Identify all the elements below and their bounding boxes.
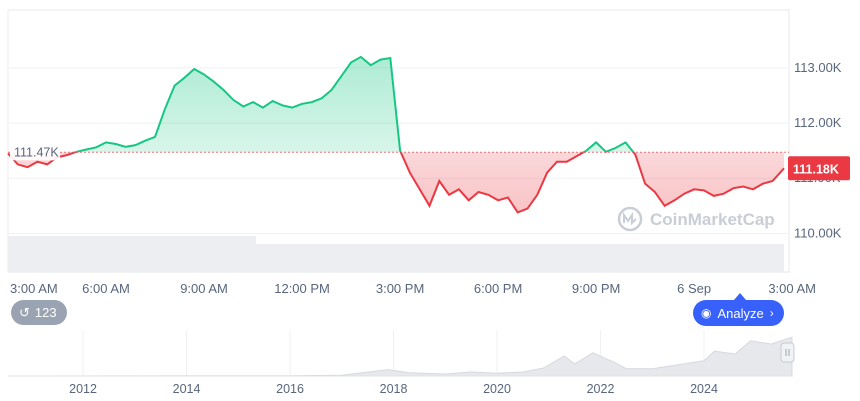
area-below-baseline bbox=[8, 152, 784, 213]
x-tick-label: 9:00 AM bbox=[180, 281, 228, 296]
x-tick-label: 3:00 PM bbox=[376, 281, 424, 296]
y-tick-label: 112.00K bbox=[794, 115, 842, 130]
y-tick-label: 110.00K bbox=[794, 225, 842, 240]
coinmarketcap-logo-icon bbox=[617, 206, 643, 232]
y-tick-label: 113.00K bbox=[794, 60, 842, 75]
baseline-label-text: 111.47K bbox=[14, 145, 59, 159]
navigator-tick-label: 2014 bbox=[173, 382, 201, 396]
events-count: 123 bbox=[34, 305, 57, 320]
navigator-tick-label: 2016 bbox=[276, 382, 304, 396]
navigator-tick-label: 2020 bbox=[483, 382, 511, 396]
analyze-pointer bbox=[734, 293, 746, 300]
navigator-x-axis: 2012 2014 2016 2018 2020 2022 2024 bbox=[69, 382, 718, 396]
navigator-tick-label: 2022 bbox=[587, 382, 615, 396]
x-tick-label: 9:00 PM bbox=[572, 281, 620, 296]
x-tick-label: 6:00 PM bbox=[474, 281, 522, 296]
volume-block bbox=[8, 236, 256, 272]
navigator[interactable]: 2012 2014 2016 2018 2020 2022 2024 bbox=[7, 330, 795, 396]
baseline-label: 111.47K bbox=[10, 142, 60, 161]
price-line-down bbox=[7, 152, 785, 214]
chevron-right-icon: › bbox=[769, 306, 774, 320]
navigator-tick-label: 2018 bbox=[380, 382, 408, 396]
x-tick-label: 3:00 AM bbox=[768, 281, 816, 296]
price-line-up bbox=[71, 55, 635, 153]
x-tick-label: 6 Sep bbox=[677, 281, 711, 296]
x-tick-label: 3:00 AM bbox=[10, 281, 58, 296]
navigator-handle[interactable] bbox=[780, 342, 795, 363]
current-price-badge: 111.18K bbox=[788, 156, 850, 181]
navigator-tick-label: 2012 bbox=[69, 382, 97, 396]
area-above-baseline bbox=[8, 56, 784, 153]
coinmarketcap-watermark: CoinMarketCap bbox=[617, 206, 775, 232]
navigator-area bbox=[7, 336, 793, 377]
analyze-button[interactable]: ◉ Analyze › bbox=[693, 300, 784, 326]
volume-block bbox=[256, 244, 784, 272]
watermark-text: CoinMarketCap bbox=[650, 210, 775, 229]
ai-analyze-icon: ◉ bbox=[701, 306, 712, 320]
x-tick-label: 6:00 AM bbox=[82, 281, 130, 296]
navigator-tick-label: 2024 bbox=[690, 382, 718, 396]
current-price-text: 111.18K bbox=[793, 162, 839, 176]
volume-bars bbox=[8, 236, 784, 272]
history-icon: ↺ bbox=[19, 304, 30, 320]
x-axis: 3:00 AM 6:00 AM 9:00 AM 12:00 PM 3:00 PM 6:00… bbox=[10, 281, 816, 296]
events-chip[interactable]: ↺ 123 bbox=[11, 300, 67, 325]
analyze-label: Analyze bbox=[717, 305, 764, 321]
x-tick-label: 12:00 PM bbox=[274, 281, 330, 296]
